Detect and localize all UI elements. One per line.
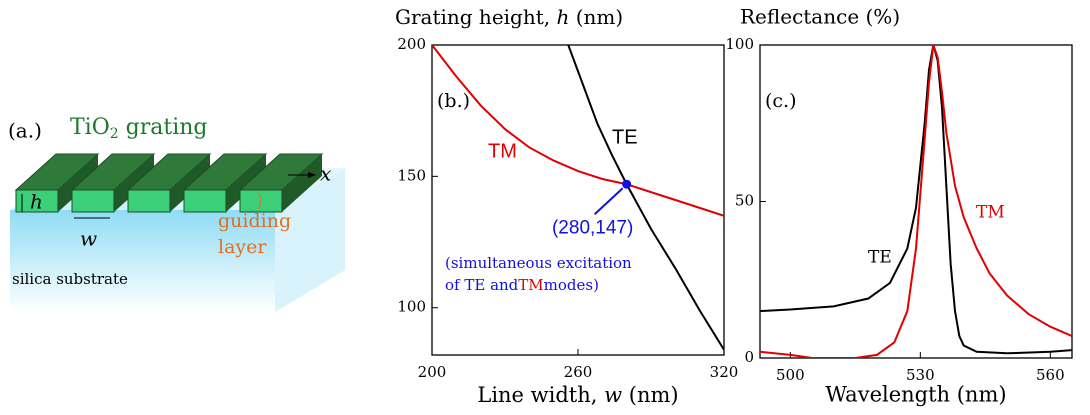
bar-side <box>170 154 210 212</box>
note-part: TM <box>518 276 543 294</box>
axis-title: Line width, w (nm) <box>477 383 678 407</box>
height-label: h <box>30 190 43 214</box>
material-rest: grating <box>119 115 208 140</box>
note-part: of TE and <box>445 276 519 294</box>
series-line <box>432 45 724 217</box>
panel-label: (c.) <box>765 90 797 112</box>
material: TiO <box>70 115 110 140</box>
x-tick-label: 500 <box>776 366 805 384</box>
bar-front <box>183 189 227 213</box>
axis-label: x <box>320 162 331 186</box>
note-part: modes) <box>544 276 599 294</box>
x-tick-label: 530 <box>906 366 935 384</box>
material-label: TiO2 grating <box>70 115 208 142</box>
title-part: w <box>604 383 622 407</box>
axis-title: Grating height, h (nm) <box>395 5 623 29</box>
series-label: TE <box>868 248 892 268</box>
substrate-front <box>10 210 275 312</box>
series-label: TE <box>612 126 638 148</box>
substrate-label: silica substrate <box>12 270 128 288</box>
layer-label: guiding <box>218 210 291 232</box>
x-tick-label: 260 <box>564 363 593 381</box>
width-label: w <box>80 227 97 251</box>
bar-side <box>58 154 98 212</box>
panel-label: (a.) <box>8 119 42 143</box>
bar-side <box>114 154 154 212</box>
grating <box>14 153 324 213</box>
series-label: TM <box>488 140 517 162</box>
y-tick-label: 200 <box>397 35 426 53</box>
pointer <box>593 187 624 215</box>
y-tick-label: 100 <box>397 298 426 316</box>
bar-side <box>282 154 322 212</box>
panel-label: (b.) <box>437 90 470 112</box>
bar-front <box>15 189 59 213</box>
series-label: TM <box>976 203 1005 223</box>
series-line <box>760 45 1072 358</box>
title-part: (nm) <box>622 383 679 407</box>
diagram: (a.) TiO2 grating x h w guiding layer si… <box>8 115 345 312</box>
highlight-point <box>622 179 632 189</box>
note: of TE andTMmodes) <box>445 276 599 294</box>
layer-label: layer <box>218 236 267 258</box>
title-part: Grating height, <box>395 5 556 29</box>
bar-front <box>127 189 171 213</box>
x-tick-label: 320 <box>710 363 739 381</box>
layer-pointer <box>257 192 262 210</box>
plot-frame <box>431 44 725 356</box>
y-tick-label: 100 <box>725 35 754 53</box>
substrate-side <box>275 168 345 312</box>
bar-side <box>226 154 266 212</box>
axis-title: Reflectance (%) <box>740 5 900 29</box>
series-line <box>760 45 1072 355</box>
x-tick-label: 560 <box>1036 366 1065 384</box>
bar-front <box>71 189 115 213</box>
subscript: 2 <box>110 126 119 142</box>
title-part: h <box>556 5 569 29</box>
note: (simultaneous excitation <box>445 254 632 272</box>
title-part: (nm) <box>569 5 623 29</box>
series-line <box>567 45 724 351</box>
y-tick-label: 50 <box>735 192 754 210</box>
y-tick-label: 0 <box>744 348 754 366</box>
point-label: (280,147) <box>552 217 633 238</box>
title-part: Line width, <box>477 383 604 407</box>
arrow-head <box>308 172 316 178</box>
axis-title: Wavelength (nm) <box>825 383 1006 407</box>
x-tick-label: 200 <box>418 363 447 381</box>
y-tick-label: 150 <box>397 166 426 184</box>
